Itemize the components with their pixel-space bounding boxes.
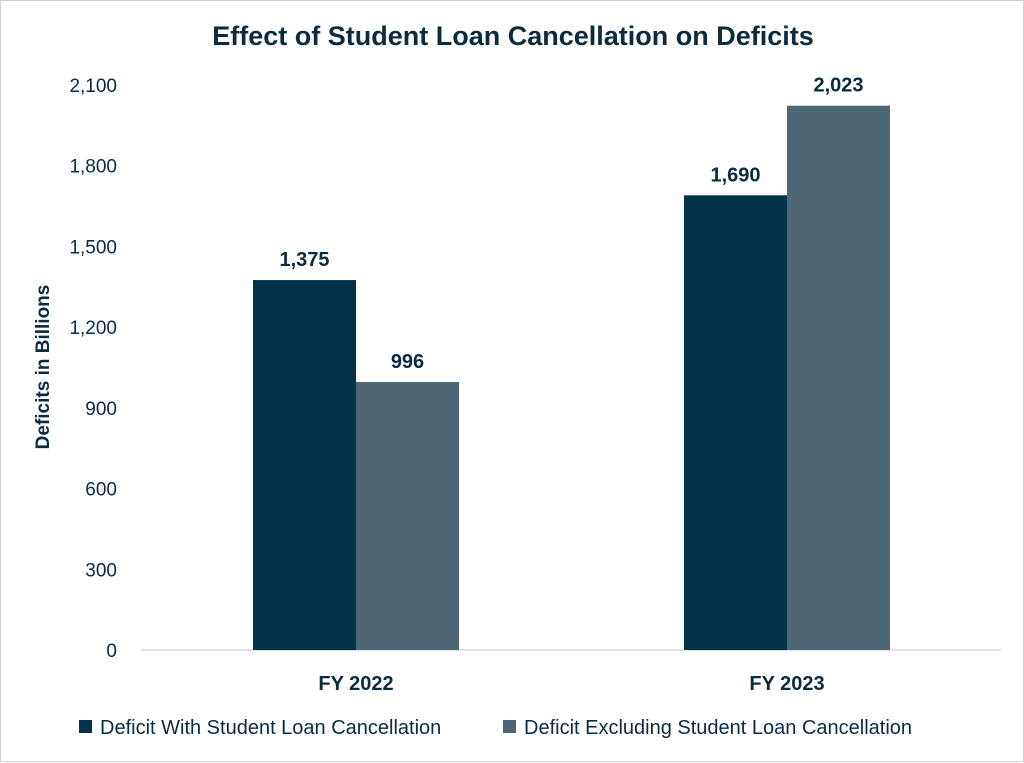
y-tick-label: 300 [85,560,117,581]
chart-title: Effect of Student Loan Cancellation on D… [212,21,814,51]
category-labels: FY 2022 FY 2023 [318,673,824,695]
legend-label: Deficit Excluding Student Loan Cancellat… [524,717,912,739]
data-label: 2,023 [813,75,863,97]
y-tick-label: 1,200 [69,318,117,339]
y-tick-label: 1,500 [69,237,117,258]
legend-swatch [503,720,516,733]
x-category-label: FY 2023 [749,673,824,695]
y-tick-label: 900 [85,399,117,420]
legend-swatch [79,720,92,733]
bar-excluding-cancellation-fy-2022 [356,382,459,650]
data-label: 996 [391,351,424,373]
y-tick-label: 600 [85,480,117,501]
legend-label: Deficit With Student Loan Cancellation [100,717,441,739]
y-tick-label: 2,100 [69,76,117,97]
data-label: 1,375 [279,249,329,271]
legend: Deficit With Student Loan Cancellation De… [79,717,912,739]
bar-with-cancellation-fy-2022 [253,280,356,650]
bar-with-cancellation-fy-2023 [684,195,787,651]
y-tick-label: 1,800 [69,157,117,178]
data-labels-group: 1,375 996 1,690 2,023 [279,75,863,373]
y-axis-label: Deficits in Billions [33,285,54,450]
bars-group [253,105,890,651]
x-category-label: FY 2022 [318,673,393,695]
y-tick-label: 0 [106,641,117,662]
data-label: 1,690 [710,164,760,186]
bar-excluding-cancellation-fy-2023 [787,105,890,650]
y-axis-ticks: 0 300 600 900 1,200 1,500 1,800 2,100 [69,76,117,662]
